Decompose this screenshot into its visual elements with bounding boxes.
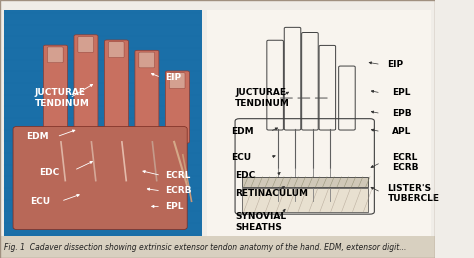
FancyBboxPatch shape xyxy=(0,236,435,258)
Text: EDM: EDM xyxy=(231,127,253,136)
FancyBboxPatch shape xyxy=(78,37,93,52)
Text: EDM: EDM xyxy=(26,132,49,141)
FancyBboxPatch shape xyxy=(74,35,98,143)
FancyBboxPatch shape xyxy=(242,177,368,187)
FancyBboxPatch shape xyxy=(4,10,202,237)
Text: RETINACULUM: RETINACULUM xyxy=(235,189,308,198)
Text: EDC: EDC xyxy=(39,168,59,177)
Text: ECRL: ECRL xyxy=(165,171,191,180)
FancyBboxPatch shape xyxy=(109,42,124,58)
Text: Fig. 1  Cadaver dissection showing extrinsic extensor tendon anatomy of the hand: Fig. 1 Cadaver dissection showing extrin… xyxy=(4,243,407,252)
Text: EPL: EPL xyxy=(392,88,410,97)
FancyBboxPatch shape xyxy=(47,47,63,63)
Text: APL: APL xyxy=(392,127,411,136)
Text: ECRL
ECRB: ECRL ECRB xyxy=(392,153,418,172)
Text: JUCTURAE
TENDINUM: JUCTURAE TENDINUM xyxy=(235,88,290,108)
FancyBboxPatch shape xyxy=(44,45,67,143)
Text: ECRB: ECRB xyxy=(165,187,192,195)
FancyBboxPatch shape xyxy=(104,40,128,143)
Text: EDC: EDC xyxy=(235,171,255,180)
FancyBboxPatch shape xyxy=(139,52,155,68)
Text: EPL: EPL xyxy=(165,202,184,211)
Text: ECU: ECU xyxy=(231,153,251,162)
FancyBboxPatch shape xyxy=(135,50,159,143)
Text: JUCTURAE
TENDINUM: JUCTURAE TENDINUM xyxy=(35,88,90,108)
Text: EPB: EPB xyxy=(392,109,411,118)
Text: SYNOVIAL
SHEATHS: SYNOVIAL SHEATHS xyxy=(235,212,286,232)
FancyBboxPatch shape xyxy=(207,10,431,237)
Text: EIP: EIP xyxy=(165,73,182,82)
Text: EIP: EIP xyxy=(387,60,403,69)
FancyBboxPatch shape xyxy=(242,188,368,212)
FancyBboxPatch shape xyxy=(13,126,187,230)
FancyBboxPatch shape xyxy=(169,73,185,88)
Text: ECU: ECU xyxy=(30,197,51,206)
FancyBboxPatch shape xyxy=(165,71,189,143)
Text: LISTER'S
TUBERCLE: LISTER'S TUBERCLE xyxy=(387,184,439,203)
